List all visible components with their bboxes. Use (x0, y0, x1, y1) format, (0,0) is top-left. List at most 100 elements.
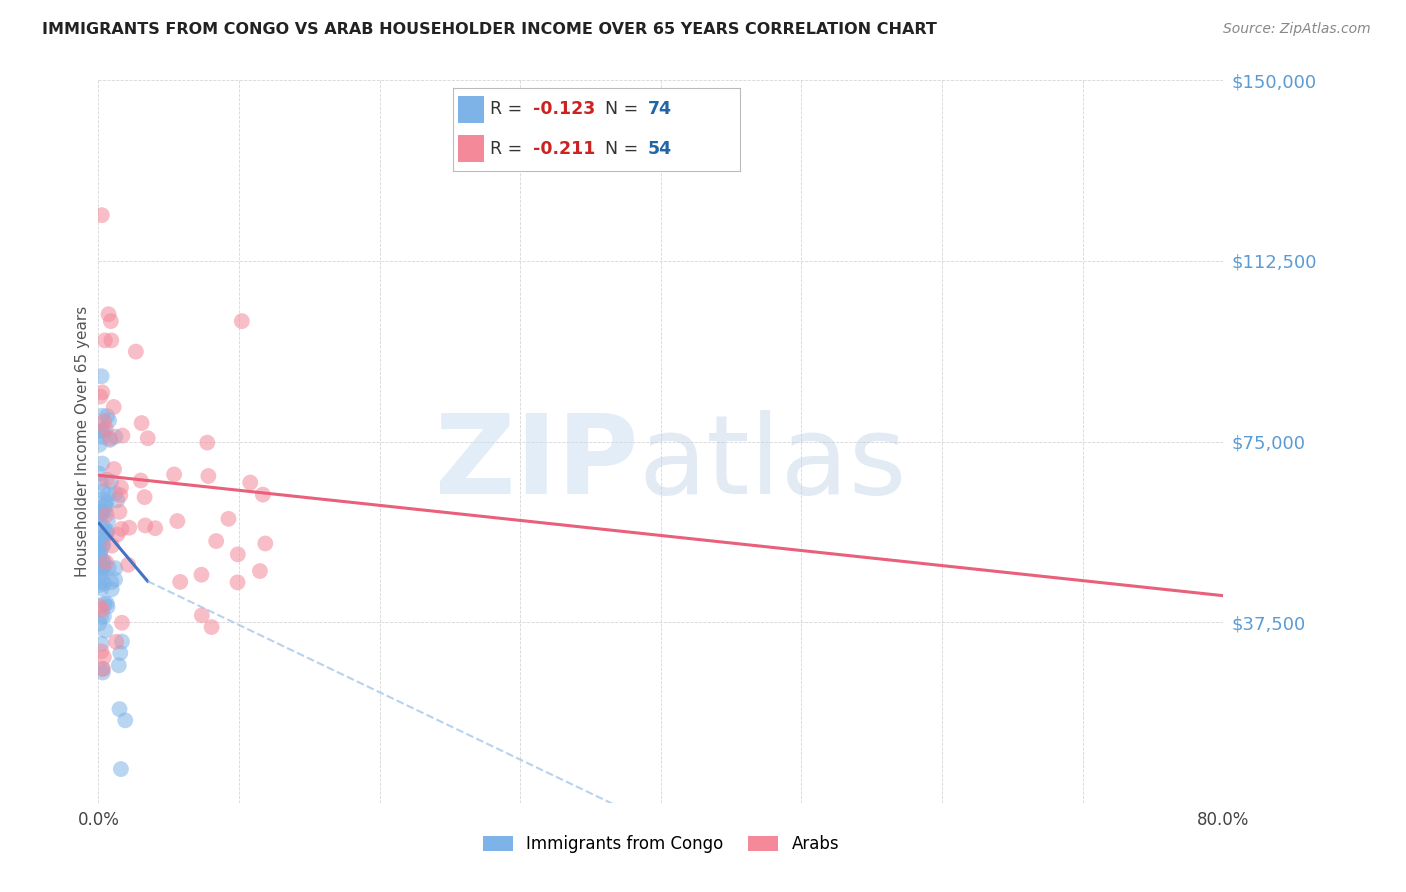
Point (226, 547, 249, 561)
Point (97, 307, 120, 321)
Point (111, 634, 134, 648)
Point (131, 416, 153, 430)
Point (100, 575, 122, 590)
Point (89, 438, 111, 452)
Point (89, 467, 111, 481)
Point (197, 469, 219, 483)
Point (97, 561, 120, 575)
Point (125, 344, 148, 359)
Point (163, 467, 186, 482)
Point (103, 462, 125, 476)
Point (110, 646, 132, 660)
Point (252, 488, 274, 502)
Point (90, 424, 112, 438)
Point (98, 433, 121, 447)
Point (96, 473, 118, 487)
Point (91, 457, 114, 471)
Point (190, 567, 212, 582)
Point (104, 573, 127, 587)
Point (114, 714, 136, 728)
Point (94, 422, 117, 436)
Point (90, 566, 112, 581)
Point (91, 555, 114, 569)
Point (110, 522, 132, 536)
Point (91, 505, 114, 519)
Point (91, 603, 114, 617)
Text: ZIP: ZIP (434, 409, 638, 516)
Point (134, 490, 156, 504)
Point (90, 369, 112, 384)
Point (105, 493, 128, 508)
Point (100, 334, 122, 348)
Point (239, 475, 262, 490)
Point (91, 554, 114, 568)
Point (90, 475, 112, 490)
Point (108, 702, 131, 716)
Point (90, 644, 112, 658)
Point (103, 400, 125, 414)
Point (195, 435, 218, 450)
Point (96, 508, 118, 522)
Point (94, 504, 117, 518)
Point (93, 423, 115, 437)
Point (118, 521, 141, 535)
Point (90, 637, 112, 651)
Point (89, 546, 111, 560)
Point (89, 578, 111, 592)
Point (96, 524, 118, 538)
Point (97, 514, 120, 528)
Point (105, 634, 128, 648)
Point (91, 539, 114, 553)
Point (89, 562, 111, 576)
Point (91, 491, 114, 506)
Point (90, 581, 112, 595)
Point (93, 576, 115, 591)
Point (96, 599, 118, 614)
Point (91, 409, 114, 423)
Point (191, 608, 214, 623)
Point (205, 534, 228, 549)
Point (91, 531, 114, 545)
Point (98, 413, 121, 427)
Point (91, 484, 114, 499)
Point (94, 500, 117, 514)
Point (166, 514, 188, 528)
Point (93, 414, 115, 428)
Point (90, 505, 112, 519)
Point (91, 661, 114, 675)
Point (90, 208, 112, 222)
Point (105, 527, 128, 541)
Point (93, 562, 115, 576)
Point (254, 536, 277, 550)
Point (97, 487, 120, 501)
Point (101, 539, 124, 553)
Point (104, 430, 127, 444)
Point (98, 432, 121, 446)
Point (218, 512, 240, 526)
Point (91, 662, 114, 676)
Point (96, 409, 118, 423)
Point (231, 314, 253, 328)
Point (134, 518, 156, 533)
Point (96, 596, 118, 610)
Point (100, 314, 122, 328)
Point (91, 560, 114, 574)
Point (89, 599, 111, 614)
Point (136, 431, 159, 445)
Point (89, 546, 111, 560)
Point (96, 525, 118, 540)
Point (91, 430, 114, 444)
Point (89, 390, 111, 404)
Point (89, 533, 111, 547)
Point (100, 475, 122, 489)
Point (89, 538, 111, 552)
Point (93, 596, 115, 610)
Point (249, 564, 271, 578)
Point (110, 480, 132, 494)
Point (89, 552, 111, 566)
Point (90, 508, 112, 522)
Point (90, 574, 112, 588)
Point (89, 616, 111, 631)
Point (89, 547, 111, 561)
Point (104, 486, 127, 500)
